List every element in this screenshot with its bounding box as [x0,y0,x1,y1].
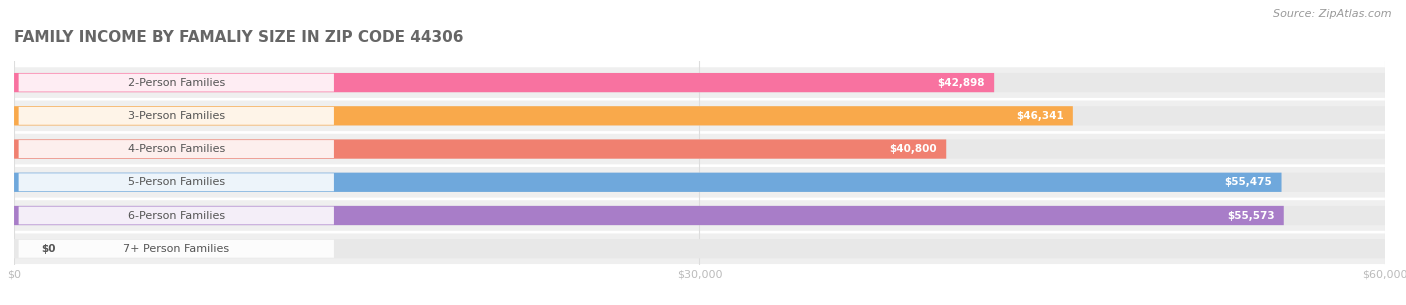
FancyBboxPatch shape [14,173,1281,192]
Text: $0: $0 [42,244,56,254]
FancyBboxPatch shape [14,139,1385,159]
Text: $40,800: $40,800 [890,144,938,154]
FancyBboxPatch shape [14,139,946,159]
FancyBboxPatch shape [14,233,1385,264]
Text: $55,573: $55,573 [1227,210,1275,221]
Text: $46,341: $46,341 [1017,111,1064,121]
FancyBboxPatch shape [14,239,1385,258]
FancyBboxPatch shape [14,73,1385,92]
Text: 2-Person Families: 2-Person Families [128,77,225,88]
FancyBboxPatch shape [18,240,335,258]
Text: $42,898: $42,898 [938,77,986,88]
FancyBboxPatch shape [14,206,1385,225]
Text: 3-Person Families: 3-Person Families [128,111,225,121]
FancyBboxPatch shape [14,206,1284,225]
Text: 6-Person Families: 6-Person Families [128,210,225,221]
FancyBboxPatch shape [14,167,1385,198]
FancyBboxPatch shape [14,106,1385,125]
Text: $55,475: $55,475 [1225,177,1272,187]
FancyBboxPatch shape [14,73,994,92]
FancyBboxPatch shape [18,173,335,191]
FancyBboxPatch shape [18,74,335,92]
Text: 7+ Person Families: 7+ Person Families [124,244,229,254]
Text: 4-Person Families: 4-Person Families [128,144,225,154]
FancyBboxPatch shape [18,206,335,224]
Text: 5-Person Families: 5-Person Families [128,177,225,187]
Text: Source: ZipAtlas.com: Source: ZipAtlas.com [1274,9,1392,19]
FancyBboxPatch shape [14,173,1385,192]
Text: FAMILY INCOME BY FAMALIY SIZE IN ZIP CODE 44306: FAMILY INCOME BY FAMALIY SIZE IN ZIP COD… [14,30,464,45]
FancyBboxPatch shape [18,107,335,125]
FancyBboxPatch shape [14,200,1385,231]
FancyBboxPatch shape [14,134,1385,164]
FancyBboxPatch shape [14,106,1073,125]
FancyBboxPatch shape [14,101,1385,131]
FancyBboxPatch shape [18,140,335,158]
FancyBboxPatch shape [14,67,1385,98]
